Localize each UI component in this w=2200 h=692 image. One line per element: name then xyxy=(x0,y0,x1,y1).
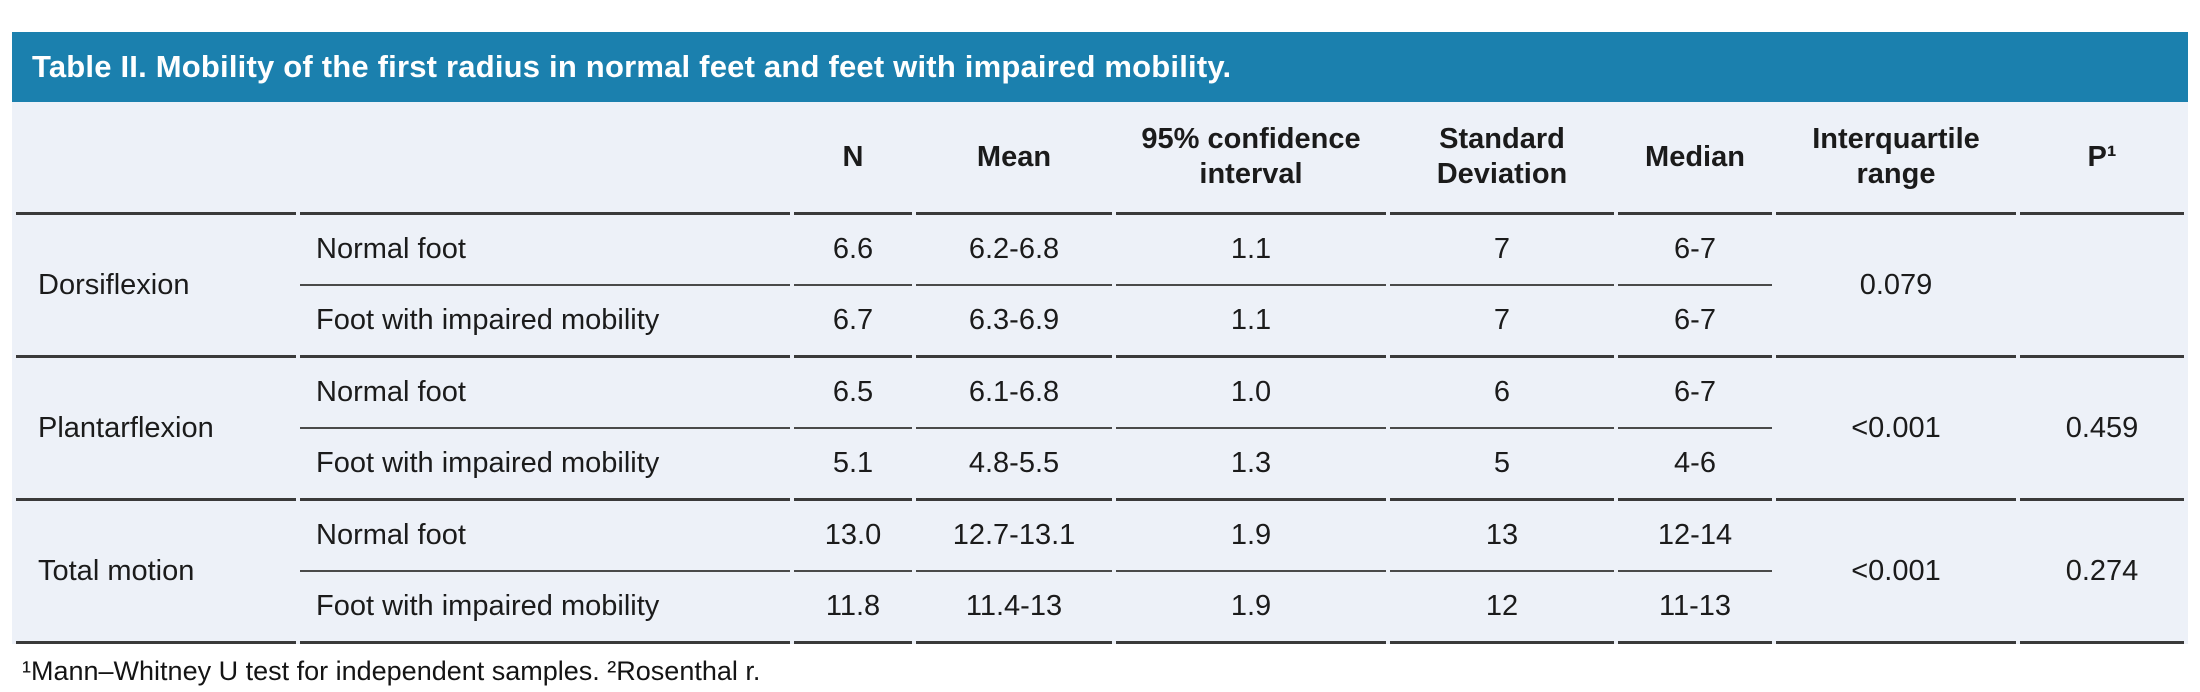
column-header-sd-line2: Deviation xyxy=(1436,158,1568,190)
table-figure: Table II. Mobility of the first radius i… xyxy=(12,32,2188,687)
column-header-median-label: Median xyxy=(1645,140,1745,173)
column-header-n: N xyxy=(794,102,912,212)
cell-n: 11.8 xyxy=(794,572,912,644)
cell-median: 4-6 xyxy=(1674,447,1716,479)
cell-iqr: <0.001 xyxy=(1776,355,2016,498)
column-header-group xyxy=(16,102,296,212)
data-table: N Mean 95% confidence interval Standard … xyxy=(12,102,2188,644)
cell-n: 13.0 xyxy=(794,498,912,572)
column-header-p-label: P¹ xyxy=(2087,140,2117,173)
cell-n: 6.6 xyxy=(794,212,912,286)
cell-mean: 6.1-6.8 xyxy=(916,355,1112,429)
column-header-sd-line1: Standard xyxy=(1439,123,1565,155)
cell-ci: 1.0 xyxy=(1116,355,1386,429)
table-footnote: ¹Mann–Whitney U test for independent sam… xyxy=(22,656,761,686)
group-label-plantarflexion: Plantarflexion xyxy=(16,355,296,498)
column-header-iqr-line2: range xyxy=(1856,158,1936,190)
table-title-bar: Table II. Mobility of the first radius i… xyxy=(12,32,2188,102)
column-header-mean-label: Mean xyxy=(976,140,1052,173)
cell-ci: 1.9 xyxy=(1116,572,1386,644)
column-header-sd: Standard Deviation xyxy=(1390,102,1614,212)
row-label: Foot with impaired mobility xyxy=(300,572,790,644)
table-title: Table II. Mobility of the first radius i… xyxy=(32,49,1232,84)
column-header-p: P¹ xyxy=(2020,102,2184,212)
cell-sd: 6 xyxy=(1390,355,1614,429)
cell-median: 6-7 xyxy=(1674,304,1716,336)
table-row: Total motion Normal foot 13.0 12.7-13.1 … xyxy=(16,498,2184,644)
column-header-condition xyxy=(300,102,790,212)
cell-ci: 1.9 xyxy=(1116,498,1386,572)
column-header-iqr-line1: Interquartile xyxy=(1812,123,1980,155)
row-label: Normal foot xyxy=(300,498,790,572)
group-label-dorsiflexion: Dorsiflexion xyxy=(16,212,296,355)
cell-mean: 12.7-13.1 xyxy=(916,498,1112,572)
column-header-n-label: N xyxy=(842,140,864,173)
cell-p: 0.459 xyxy=(2020,355,2184,498)
cell-ci: 1.1 xyxy=(1230,304,1272,336)
cell-ci: 1.1 xyxy=(1116,212,1386,286)
cell-median: 11-13 xyxy=(1618,572,1772,644)
table-row: Dorsiflexion Normal foot 6.6 6.2-6.8 1.1… xyxy=(16,212,2184,301)
row-label: Normal foot xyxy=(300,212,790,286)
cell-mean: 6.3-6.9 xyxy=(968,304,1060,336)
cell-n: 6.5 xyxy=(794,355,912,429)
cell-ci: 1.3 xyxy=(1230,447,1272,479)
cell-p xyxy=(2020,212,2184,355)
cell-median: 6-7 xyxy=(1618,212,1772,286)
row-label: Foot with impaired mobility xyxy=(316,304,660,336)
table-body-area: N Mean 95% confidence interval Standard … xyxy=(12,102,2188,644)
row-label: Normal foot xyxy=(300,355,790,429)
column-header-ci-line1: 95% confidence xyxy=(1141,123,1361,155)
table-row: Foot with impaired mobility 6.7 6.3-6.9 … xyxy=(16,286,2184,355)
column-header-ci: 95% confidence interval xyxy=(1116,102,1386,212)
cell-sd: 12 xyxy=(1390,572,1614,644)
cell-p: 0.274 xyxy=(2020,498,2184,644)
cell-n: 6.7 xyxy=(832,304,874,336)
column-header-median: Median xyxy=(1618,102,1772,212)
column-header-mean: Mean xyxy=(916,102,1112,212)
cell-sd: 7 xyxy=(1390,212,1614,286)
cell-sd: 5 xyxy=(1493,447,1511,479)
row-label: Foot with impaired mobility xyxy=(316,447,660,479)
cell-mean: 6.2-6.8 xyxy=(916,212,1112,286)
table-row: Plantarflexion Normal foot 6.5 6.1-6.8 1… xyxy=(16,355,2184,444)
column-header-iqr: Interquartile range xyxy=(1776,102,2016,212)
cell-median: 6-7 xyxy=(1618,355,1772,429)
group-label-total-motion: Total motion xyxy=(16,498,296,644)
cell-n: 5.1 xyxy=(832,447,874,479)
cell-iqr: 0.079 xyxy=(1776,212,2016,355)
table-row: Foot with impaired mobility 5.1 4.8-5.5 … xyxy=(16,429,2184,498)
cell-sd: 7 xyxy=(1493,304,1511,336)
cell-median: 12-14 xyxy=(1618,498,1772,572)
cell-sd: 13 xyxy=(1390,498,1614,572)
header-row: N Mean 95% confidence interval Standard … xyxy=(16,102,2184,212)
table-row: Foot with impaired mobility 11.8 11.4-13… xyxy=(16,572,2184,644)
cell-mean: 4.8-5.5 xyxy=(968,447,1060,479)
column-header-ci-line2: interval xyxy=(1199,158,1303,190)
cell-iqr: <0.001 xyxy=(1776,498,2016,644)
cell-mean: 11.4-13 xyxy=(916,572,1112,644)
